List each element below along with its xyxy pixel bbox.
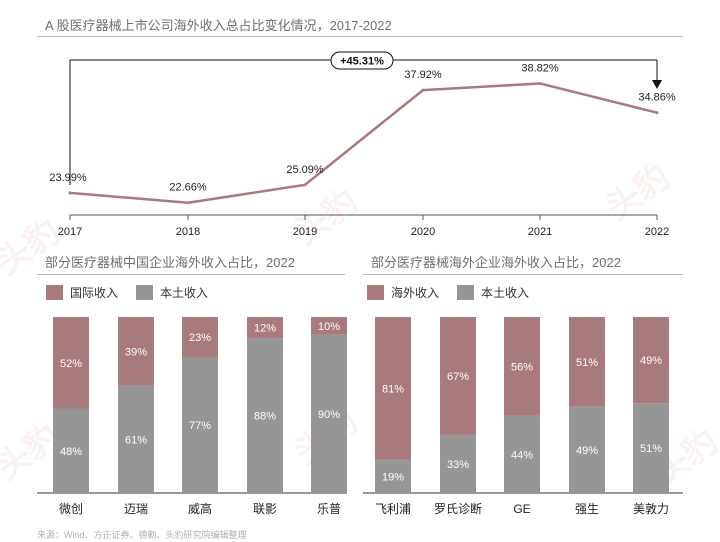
legend-item-domestic: 本土收入: [136, 284, 208, 301]
line-point: [303, 183, 307, 187]
intl-category-label: GE: [513, 502, 530, 516]
line-data-label: 34.86%: [638, 92, 676, 104]
intl-bar-overseas: [504, 317, 540, 416]
right-chart-title: 部分医疗器械海外企业海外收入占比，2022: [371, 255, 621, 270]
cn-bar-overseas: [118, 317, 154, 386]
cn-category-label: 乐普: [317, 502, 341, 516]
title-divider: [37, 36, 683, 37]
intl-label-overseas: 81%: [382, 383, 404, 395]
line-data-label: 38.82%: [521, 62, 559, 74]
line-x-tick-label: 2018: [176, 226, 200, 238]
intl-label-overseas: 49%: [640, 355, 662, 367]
cn-category-label: 迈瑞: [124, 502, 148, 516]
cn-label-domestic: 88%: [254, 411, 276, 423]
intl-label-overseas: 56%: [511, 361, 533, 373]
line-data-label: 37.92%: [404, 69, 442, 81]
legend-item-overseas: 海外收入: [367, 284, 439, 301]
line-point: [68, 191, 72, 195]
legend-item-domestic-right: 本土收入: [457, 284, 529, 301]
cn-bar-overseas: [311, 317, 347, 335]
line-x-tick-label: 2020: [411, 226, 435, 238]
line-point: [421, 88, 425, 92]
intl-label-overseas: 67%: [447, 371, 469, 383]
cn-label-overseas: 12%: [254, 323, 276, 335]
cn-label-overseas: 52%: [60, 358, 82, 370]
legend-swatch-intl: [46, 285, 63, 300]
growth-badge-label: +45.31%: [340, 56, 384, 68]
line-x-tick-label: 2022: [645, 226, 669, 238]
intl-bar-overseas: [633, 317, 669, 404]
line-x-tick-label: 2017: [58, 226, 82, 238]
cn-bar-overseas: [182, 317, 218, 358]
intl-label-domestic: 33%: [447, 459, 469, 471]
legend-swatch-domestic-right: [457, 285, 475, 300]
cn-label-overseas: 10%: [318, 321, 340, 333]
legend-label-intl: 国际收入: [70, 286, 119, 300]
line-data-label: 22.66%: [169, 182, 207, 194]
line-x-tick-label: 2019: [293, 226, 317, 238]
cn-label-overseas: 23%: [189, 332, 211, 344]
growth-badge: [330, 51, 394, 70]
left-legend: 国际收入 本土收入: [46, 284, 226, 301]
intl-label-overseas: 51%: [576, 357, 598, 369]
intl-label-domestic: 51%: [640, 443, 662, 455]
cn-category-label: 威高: [188, 501, 212, 516]
cn-category-label: 联影: [253, 502, 277, 516]
intl-label-domestic: 49%: [576, 445, 598, 457]
cn-label-domestic: 61%: [125, 434, 147, 446]
line-chart-title: A 股医疗器械上市公司海外收入总占比变化情况，2017-2022: [45, 18, 392, 33]
intl-label-domestic: 44%: [511, 449, 533, 461]
right-title-divider: [363, 274, 683, 275]
intl-bar-overseas: [440, 317, 476, 435]
legend-label-domestic-right: 本土收入: [481, 286, 530, 300]
cn-label-domestic: 77%: [189, 420, 211, 432]
legend-label-overseas: 海外收入: [391, 286, 440, 300]
line-data-label: 25.09%: [286, 164, 324, 176]
line-point: [538, 81, 542, 85]
bracket-arrow-head: [652, 80, 662, 89]
cn-label-overseas: 39%: [125, 346, 147, 358]
intl-category-label: 美敦力: [633, 501, 669, 516]
cn-label-domestic: 90%: [318, 409, 340, 421]
intl-bar-domestic: [375, 459, 411, 493]
intl-bar-domestic: [504, 415, 540, 493]
cn-bar-overseas: [53, 317, 89, 409]
line-data-label: 23.99%: [49, 172, 87, 184]
cn-category-label: 微创: [59, 502, 83, 516]
cn-bar-overseas: [247, 317, 283, 339]
intl-category-label: 飞利浦: [375, 502, 411, 516]
line-point: [186, 201, 190, 205]
intl-category-label: 罗氏诊断: [434, 501, 482, 516]
right-legend: 海外收入 本土收入: [367, 284, 547, 301]
cn-bar-domestic: [118, 385, 154, 493]
cn-bar-domestic: [247, 338, 283, 493]
intl-bar-domestic: [569, 406, 605, 493]
cn-bar-domestic: [311, 334, 347, 493]
line-x-tick-label: 2021: [528, 226, 552, 238]
intl-bar-domestic: [633, 403, 669, 493]
cn-bar-domestic: [182, 357, 218, 493]
legend-label-domestic: 本土收入: [160, 286, 209, 300]
left-chart-title: 部分医疗器械中国企业海外收入占比，2022: [45, 255, 295, 270]
intl-bar-overseas: [375, 317, 411, 460]
cn-bar-domestic: [53, 408, 89, 493]
intl-bar-overseas: [569, 317, 605, 407]
legend-swatch-domestic: [136, 285, 154, 300]
cn-label-domestic: 48%: [60, 446, 82, 458]
legend-item-intl: 国际收入: [46, 284, 118, 301]
source-note: 来源：Wind、方正证券、德勤、头豹研究院编辑整理: [37, 530, 247, 540]
intl-label-domestic: 19%: [382, 471, 404, 483]
intl-bar-domestic: [440, 434, 476, 493]
line-point: [655, 111, 659, 115]
left-title-divider: [37, 274, 345, 275]
line-series-overseas-share: [69, 82, 658, 205]
intl-category-label: 强生: [575, 502, 599, 516]
legend-swatch-overseas: [367, 285, 384, 300]
